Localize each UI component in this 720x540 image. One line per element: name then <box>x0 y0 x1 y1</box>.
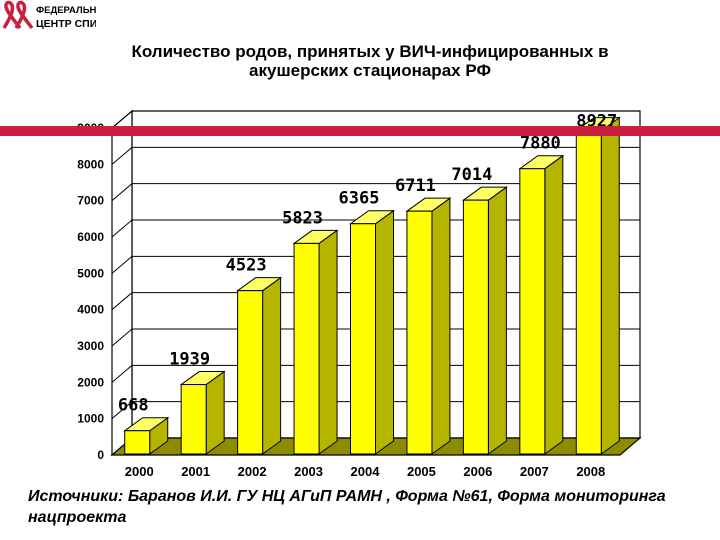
x-tick-label: 2004 <box>351 464 381 479</box>
gridline-side <box>111 292 133 311</box>
gridline-side <box>111 146 133 165</box>
gridline-side <box>111 183 133 202</box>
y-tick-label: 8000 <box>77 157 104 171</box>
data-label: 5823 <box>282 208 323 228</box>
data-label: 6711 <box>395 176 436 196</box>
x-tick-label: 2003 <box>294 464 323 479</box>
bar-front <box>462 199 489 455</box>
bar-2006 <box>461 186 508 455</box>
bar-front <box>124 430 151 455</box>
gridline-side <box>111 328 133 347</box>
bar-front <box>575 130 602 455</box>
y-tick-label: 2000 <box>77 375 104 389</box>
bar-2003 <box>292 229 339 455</box>
data-label: 7014 <box>451 165 492 185</box>
y-axis-ticks: 0100020003000400050006000700080009000 <box>77 121 104 462</box>
data-label: 6365 <box>339 189 380 209</box>
y-tick-label: 7000 <box>77 194 104 208</box>
chart-title-line1: Количество родов, принятых у ВИЧ-инфицир… <box>131 42 609 61</box>
x-tick-label: 2005 <box>407 464 436 479</box>
x-tick-label: 2001 <box>181 464 210 479</box>
accent-bar <box>0 126 720 136</box>
x-tick-label: 2006 <box>463 464 492 479</box>
federal-aids-center-logo: ФЕДЕРАЛЬНЫЙ ЦЕНТР СПИД <box>2 0 96 30</box>
bar-2008 <box>574 116 621 455</box>
bar-front <box>293 242 320 455</box>
bar-side <box>375 209 394 455</box>
source-note: Источники: Баранов И.И. ГУ НЦ АГиП РАМН … <box>28 488 666 526</box>
y-tick-label: 3000 <box>77 339 104 353</box>
data-label: 1939 <box>169 350 210 370</box>
gridline-side <box>111 364 133 383</box>
x-tick-label: 2007 <box>520 464 549 479</box>
y-tick-label: 4000 <box>77 303 104 317</box>
bar-side <box>544 154 564 455</box>
bar-front <box>180 384 207 455</box>
gridline-side <box>111 219 133 238</box>
bar-side <box>431 197 451 455</box>
bar-side <box>487 186 507 455</box>
y-tick-label: 0 <box>97 448 104 462</box>
bar-2000 <box>123 416 170 455</box>
bar-front <box>406 210 433 455</box>
data-label: 4523 <box>226 256 267 276</box>
x-tick-label: 2000 <box>125 464 154 479</box>
x-tick-label: 2002 <box>238 464 267 479</box>
bar-front <box>519 168 546 455</box>
data-label: 668 <box>118 396 149 416</box>
y-tick-label: 6000 <box>77 230 104 244</box>
chart-title-line2: акушерских стационарах РФ <box>249 61 491 80</box>
bar-2001 <box>179 370 226 455</box>
bars <box>123 116 621 455</box>
bar-2004 <box>348 209 396 455</box>
bar-2005 <box>405 197 452 455</box>
x-tick-label: 2008 <box>576 464 605 479</box>
logo-line1: ФЕДЕРАЛЬНЫЙ <box>36 4 96 16</box>
bar-front <box>350 223 376 455</box>
bar-2002 <box>236 276 283 455</box>
bar-side <box>205 370 225 455</box>
bar-front <box>237 290 264 455</box>
chart-title: Количество родов, принятых у ВИЧ-инфицир… <box>60 42 680 80</box>
data-label: 7880 <box>520 134 561 154</box>
bar-side <box>262 276 282 455</box>
gridline-side <box>111 255 133 274</box>
bar-side <box>318 229 338 455</box>
bar-2007 <box>518 154 565 455</box>
y-tick-label: 1000 <box>77 412 104 426</box>
bar-side <box>600 116 620 455</box>
y-tick-label: 5000 <box>77 266 104 280</box>
logo-line2: ЦЕНТР СПИД <box>36 18 96 30</box>
gridline-side <box>111 401 133 420</box>
x-axis-labels: 2000 2001 2002 2003 2004 2005 2006 2007 2008 <box>125 464 605 479</box>
gridline-side <box>111 110 133 129</box>
aids-ribbon-icon <box>2 0 34 30</box>
